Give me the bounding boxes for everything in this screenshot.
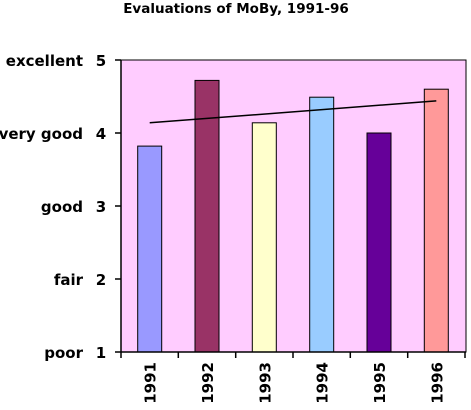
x-tick-label-1994: 1994 bbox=[314, 362, 332, 404]
x-tick-label-1992: 1992 bbox=[199, 362, 217, 404]
bar-1992 bbox=[194, 79, 220, 353]
y-tick-text-5: excellent bbox=[6, 52, 83, 70]
y-tick-label-2: 2 bbox=[96, 271, 106, 289]
y-tick-label-3: 3 bbox=[96, 198, 106, 216]
y-tick-label-1: 1 bbox=[96, 344, 106, 362]
bar-1995 bbox=[366, 132, 392, 353]
x-ticks-group: 1991 1992 1993 1994 1995 1996 bbox=[120, 352, 466, 404]
x-tick-label-1993: 1993 bbox=[256, 362, 274, 404]
trendline bbox=[149, 100, 437, 124]
bar-1996 bbox=[423, 88, 449, 353]
chart-title: Evaluations of MoBy, 1991-96 bbox=[123, 1, 349, 17]
y-tick-text-1: poor bbox=[44, 344, 83, 362]
plot-area bbox=[120, 59, 467, 353]
x-tick-label-1996: 1996 bbox=[428, 362, 446, 404]
y-tick-label-4: 4 bbox=[96, 125, 106, 143]
y-ticks-group: 1 poor 2 fair 3 good 4 very good 5 excellent bbox=[0, 52, 121, 362]
y-tick-text-4: very good bbox=[0, 125, 83, 143]
y-tick-label-5: 5 bbox=[96, 52, 106, 70]
bar-1993 bbox=[251, 122, 277, 353]
bar-1991 bbox=[137, 145, 163, 353]
x-tick-label-1995: 1995 bbox=[371, 362, 389, 404]
x-tick-label-1991: 1991 bbox=[142, 362, 160, 404]
y-tick-text-3: good bbox=[41, 198, 83, 216]
bars-group bbox=[137, 79, 449, 353]
bar-1994 bbox=[309, 96, 335, 353]
y-tick-text-2: fair bbox=[54, 271, 84, 289]
